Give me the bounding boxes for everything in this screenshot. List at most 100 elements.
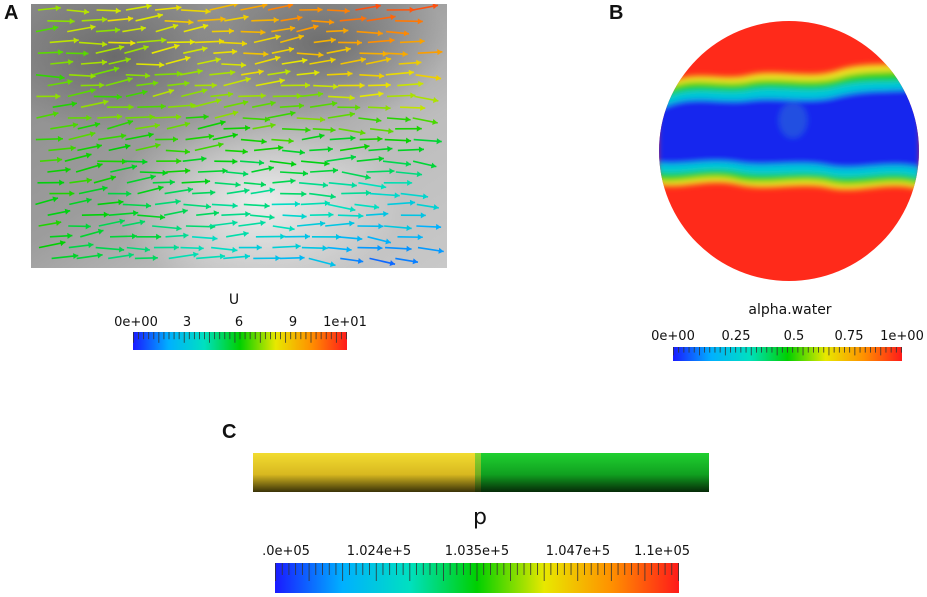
vector-arrowhead [124, 143, 131, 150]
vector-arrowhead [103, 211, 109, 218]
vector-arrowhead [319, 220, 326, 227]
vector-arrowhead [228, 28, 234, 35]
vector-arrowhead [355, 104, 361, 111]
vector-arrowhead [130, 39, 136, 46]
vector-arrowhead [59, 179, 65, 186]
vector-arrowhead [127, 119, 133, 126]
vector-arrowhead [349, 94, 355, 101]
vector-arrowhead [296, 92, 302, 99]
vector-arrowhead [131, 233, 138, 240]
vector-arrowhead [219, 253, 226, 260]
vector-arrowhead [417, 18, 423, 25]
vector-arrowhead [319, 116, 326, 123]
vector-arrowhead [152, 80, 159, 87]
vector-arrowhead [260, 220, 266, 227]
vector-arrowhead [161, 37, 167, 44]
vector-arrowhead [96, 162, 103, 169]
vector-arrowhead [412, 258, 418, 265]
vector-arrowhead [59, 74, 65, 81]
vector-arrowhead [220, 16, 226, 23]
vector-arrowhead [189, 39, 195, 46]
colorbar-p-title: p [473, 505, 487, 530]
vector-arrowhead [159, 61, 165, 68]
vector-arrowhead [420, 104, 426, 111]
colorbar-u [133, 332, 347, 350]
vector-arrowhead [284, 69, 291, 75]
vector-arrowhead [385, 238, 391, 245]
vector-arrowhead [328, 211, 334, 218]
vector-arrowhead [333, 83, 339, 90]
vector-arrowhead [176, 225, 182, 232]
vector-arrowhead [201, 156, 207, 162]
vector-arrowhead [113, 66, 120, 73]
vector-arrowhead [205, 203, 212, 210]
vector-arrowhead [420, 212, 426, 219]
vector-arrowhead [235, 181, 241, 188]
vector-arrowhead [197, 68, 203, 75]
vector-arrowhead [184, 80, 190, 87]
vector-arrowhead [145, 202, 152, 209]
vector-arrowhead [349, 220, 355, 227]
vector-arrowhead [232, 202, 238, 209]
vector-arrowhead [328, 19, 335, 26]
colorbar-u-tick-4: 1e+01 [323, 315, 367, 330]
vector-arrowhead [231, 48, 238, 55]
vector-arrowhead [437, 49, 443, 56]
pipe-side-view [253, 453, 709, 492]
vector-arrowhead [385, 104, 391, 111]
vector-arrowhead [350, 154, 356, 161]
vector-arrowhead [69, 190, 75, 197]
vector-arrowhead [69, 18, 75, 25]
vector-arrowhead [146, 4, 152, 10]
vector-arrowhead [101, 41, 108, 48]
vector-arrowhead [97, 252, 103, 259]
vector-arrowhead [97, 228, 104, 235]
vector-arrowhead [330, 193, 336, 200]
vector-arrowhead [305, 126, 311, 133]
vector-arrowhead [290, 160, 297, 167]
vector-arrowhead [116, 113, 123, 120]
vector-arrowhead [148, 132, 154, 139]
vector-arrowhead [314, 69, 320, 76]
vector-arrowhead [261, 138, 267, 145]
vector-arrowhead [378, 155, 384, 162]
vector-arrowhead [150, 174, 156, 181]
vector-arrowhead [232, 220, 238, 226]
vector-arrowhead [289, 25, 296, 32]
vector-arrowhead [290, 178, 296, 185]
vector-arrowhead [361, 15, 367, 22]
vector-arrowhead [432, 4, 438, 10]
vector-arrowhead [296, 15, 303, 22]
colorbar-u-tick-2: 6 [234, 315, 244, 330]
vector-arrowhead [301, 57, 308, 64]
vector-arrowhead [52, 25, 59, 32]
vector-arrowhead [210, 189, 216, 196]
vector-arrowhead [436, 138, 442, 145]
vector-arrowhead [139, 219, 146, 226]
vector-arrowhead [142, 158, 148, 165]
vector-arrowhead [417, 234, 423, 241]
colorbar-alpha-tick-2: 0.5 [783, 329, 805, 344]
vector-arrowhead [264, 116, 270, 123]
colorbar-u-tick-1: 3 [182, 315, 192, 330]
vector-arrowhead [260, 29, 266, 36]
vector-arrowhead [128, 104, 134, 111]
vector-arrowhead [416, 59, 422, 66]
vector-arrowhead [101, 59, 108, 66]
vector-arrowhead [242, 148, 248, 155]
vector-arrowhead [301, 213, 307, 220]
vector-arrowhead [125, 57, 131, 63]
vector-arrowhead [126, 190, 132, 197]
vector-arrowhead [358, 212, 364, 219]
vector-arrowhead [156, 233, 162, 240]
vector-arrowhead [94, 121, 101, 128]
vector-arrowhead [387, 145, 393, 152]
vector-arrowhead [419, 38, 425, 45]
vector-arrowhead [256, 244, 262, 251]
colorbar-p [275, 563, 679, 593]
vector-arrowhead [346, 246, 352, 253]
vector-arrowhead [52, 111, 59, 118]
vector-arrowhead [269, 187, 275, 194]
vector-arrowhead [377, 30, 383, 37]
vector-arrowhead [408, 69, 414, 76]
